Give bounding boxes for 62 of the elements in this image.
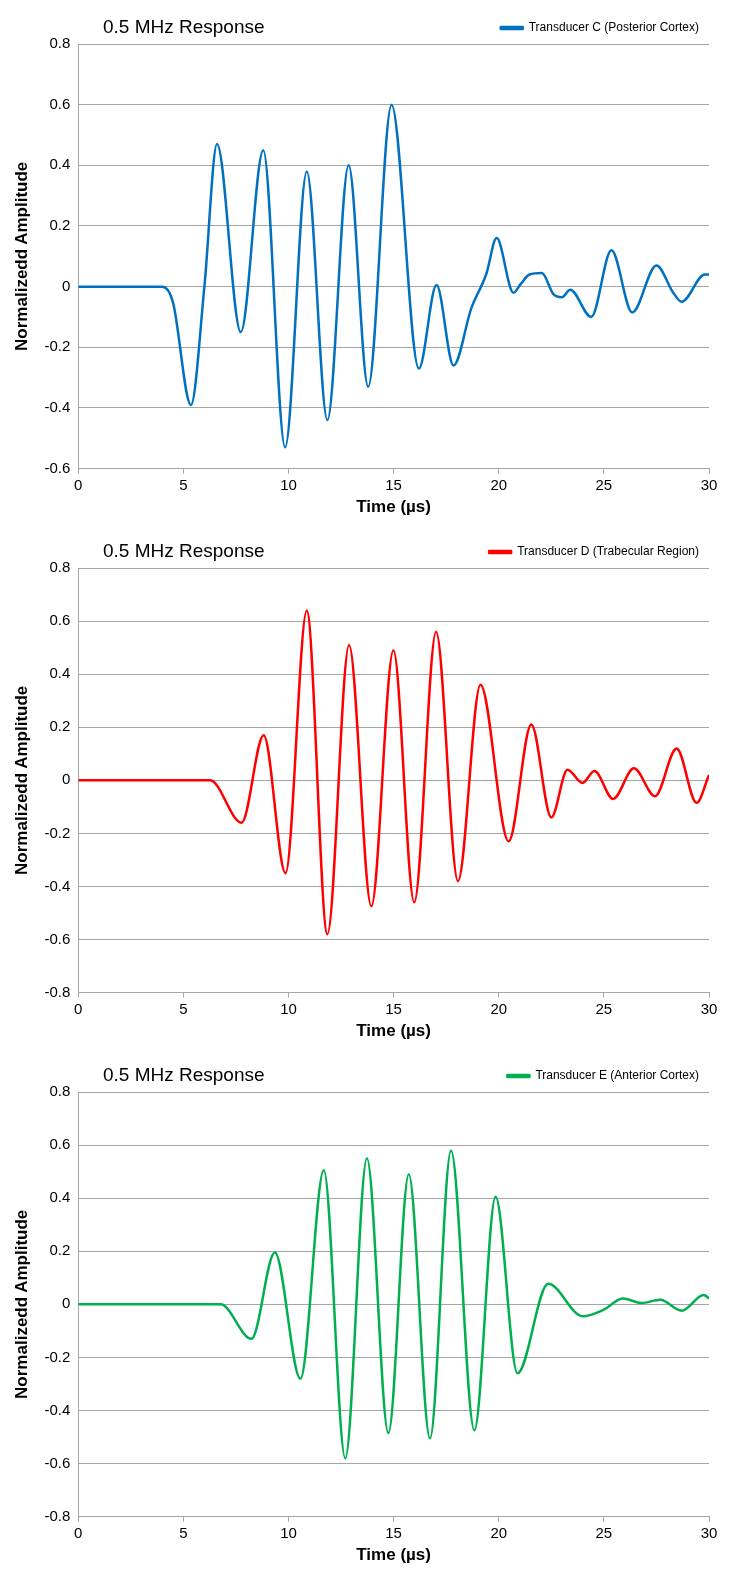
line-series — [78, 609, 709, 936]
y-tick-label: -0.8 — [44, 982, 71, 1000]
legend-label: Transducer D (Trabecular Region) — [517, 544, 700, 559]
y-axis-title: Normalizedd Amplitude — [11, 685, 31, 875]
x-axis-title: Time (µs) — [356, 1021, 431, 1041]
y-tick-label: -0.2 — [44, 337, 71, 355]
x-tick-label: 15 — [385, 1523, 402, 1541]
y-tick-label: 0.6 — [49, 611, 71, 629]
x-tick-label: 0 — [74, 1523, 83, 1541]
y-tick-label: 0.4 — [49, 155, 71, 173]
legend-label: Transducer C (Posterior Cortex) — [528, 20, 700, 35]
x-tick-label: 10 — [280, 999, 297, 1017]
y-tick-label: 0.4 — [49, 664, 71, 682]
x-tick-label: 20 — [490, 1523, 508, 1541]
x-tick-label: 15 — [385, 999, 402, 1017]
chart-title: 0.5 MHz Response — [103, 540, 265, 562]
x-axis-title: Time (µs) — [356, 497, 431, 517]
x-tick-label: 25 — [595, 999, 613, 1017]
y-tick-label: 0.2 — [49, 1241, 71, 1259]
y-tick-label: 0.8 — [49, 558, 71, 576]
x-tick-label: 5 — [179, 475, 188, 493]
chart-title: 0.5 MHz Response — [103, 16, 265, 38]
chart-title: 0.5 MHz Response — [103, 1064, 265, 1086]
x-tick-label: 10 — [280, 475, 297, 493]
y-tick-label: -0.4 — [44, 1400, 71, 1418]
x-axis-title: Time (µs) — [356, 1545, 431, 1565]
y-tick-label: -0.2 — [44, 823, 71, 841]
line-series — [78, 103, 709, 449]
y-axis-title: Normalizedd Amplitude — [11, 161, 31, 351]
x-tick-label: 30 — [700, 475, 718, 493]
y-tick-label: -0.4 — [44, 398, 71, 416]
x-tick-label: 5 — [179, 999, 188, 1017]
y-tick-label: -0.6 — [44, 929, 71, 947]
x-tick-label: 30 — [700, 999, 718, 1017]
x-tick-label: 0 — [74, 999, 83, 1017]
y-tick-label: -0.2 — [44, 1347, 71, 1365]
y-tick-label: 0 — [61, 1294, 71, 1312]
y-tick-label: 0.4 — [49, 1188, 71, 1206]
y-tick-label: 0.8 — [49, 34, 71, 52]
y-tick-label: 0.2 — [49, 216, 71, 234]
y-tick-label: -0.4 — [44, 876, 71, 894]
x-tick-label: 10 — [280, 1523, 297, 1541]
y-tick-label: 0.6 — [49, 1135, 71, 1153]
y-tick-label: -0.6 — [44, 458, 71, 476]
y-tick-label: 0 — [61, 770, 71, 788]
y-axis-title: Normalizedd Amplitude — [11, 1209, 31, 1399]
y-tick-label: -0.6 — [44, 1453, 71, 1471]
x-tick-label: 5 — [179, 1523, 188, 1541]
y-tick-label: -0.8 — [44, 1506, 71, 1524]
legend-label: Transducer E (Anterior Cortex) — [535, 1068, 699, 1083]
y-tick-label: 0.2 — [49, 717, 71, 735]
x-tick-label: 30 — [700, 1523, 718, 1541]
line-series — [78, 1149, 709, 1460]
y-tick-label: 0.8 — [49, 1082, 71, 1100]
x-tick-label: 0 — [74, 475, 83, 493]
y-tick-label: 0 — [61, 276, 71, 294]
x-tick-label: 20 — [490, 999, 508, 1017]
x-tick-label: 20 — [490, 475, 508, 493]
y-tick-label: 0.6 — [49, 94, 71, 112]
x-tick-label: 25 — [595, 1523, 613, 1541]
x-tick-label: 25 — [595, 475, 613, 493]
x-tick-label: 15 — [385, 475, 402, 493]
